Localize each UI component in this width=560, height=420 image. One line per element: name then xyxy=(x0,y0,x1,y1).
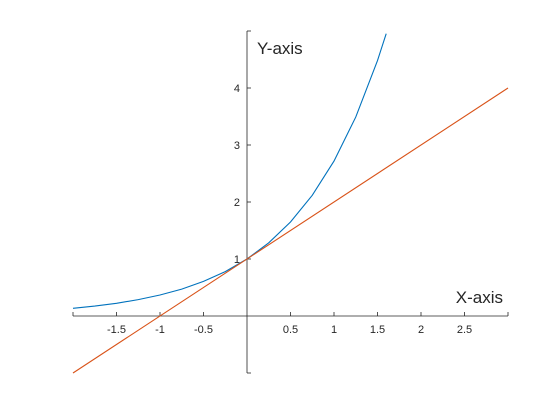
x-tick-label: 2 xyxy=(418,324,424,336)
y-axis: 1 2 3 4 xyxy=(234,30,251,374)
series-line-2 xyxy=(72,87,509,374)
x-axis: -1.5 -1 -0.5 0.5 1 1.5 2 2.5 xyxy=(72,312,509,336)
x-tick-label: -0.5 xyxy=(194,324,213,336)
x-tick-label: -1.5 xyxy=(107,324,126,336)
y-tick-label: 4 xyxy=(234,83,240,95)
x-tick-label: 0.5 xyxy=(283,324,298,336)
y-tick-label: 1 xyxy=(234,254,240,266)
x-ticks: -1.5 -1 -0.5 0.5 1 1.5 2 2.5 xyxy=(72,312,509,336)
series-line-1 xyxy=(72,33,387,309)
y-axis-label: Y-axis xyxy=(257,39,303,58)
series-layer xyxy=(72,33,509,374)
x-tick-label: 1 xyxy=(331,324,337,336)
x-tick-label: 2.5 xyxy=(457,324,472,336)
x-tick-label: -1 xyxy=(155,324,165,336)
y-tick-label: 2 xyxy=(234,197,240,209)
x-tick-label: 1.5 xyxy=(370,324,385,336)
y-tick-label: 3 xyxy=(234,140,240,152)
x-axis-label: X-axis xyxy=(456,288,503,307)
y-ticks: 1 2 3 4 xyxy=(234,30,251,374)
